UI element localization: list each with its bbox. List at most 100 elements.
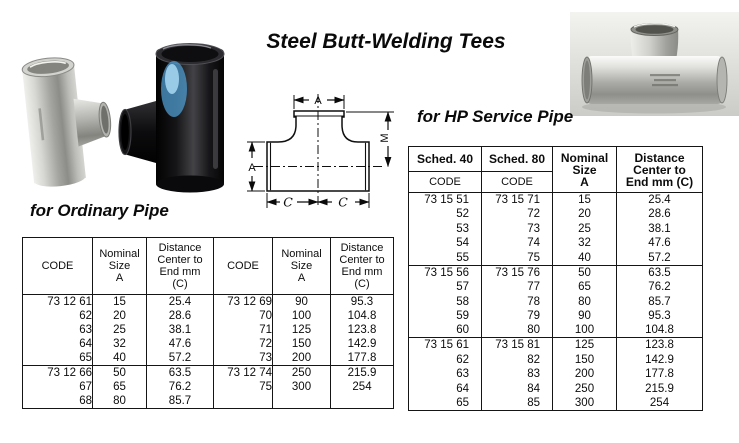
code-cell: 72 xyxy=(213,337,273,352)
value-cell: 47.6 xyxy=(146,337,214,352)
code-cell: 52 xyxy=(408,207,482,222)
code-cell: 54 xyxy=(408,236,482,251)
value-cell: 150 xyxy=(272,337,331,352)
code-cell: 73 12 74 xyxy=(213,364,273,380)
table-row: 64 32 47.6 72 150 142.9 xyxy=(22,337,394,352)
value-cell: 95.3 xyxy=(330,294,394,309)
value-cell: 100 xyxy=(272,308,331,323)
code-cell: 80 xyxy=(481,323,553,338)
code-cell: 73 15 81 xyxy=(481,337,553,353)
code-cell: 63 xyxy=(22,322,93,338)
code-cell: 63 xyxy=(408,367,482,382)
tee-dimension-diagram: A A M C C xyxy=(242,87,402,219)
table-row: 68 80 85.7 xyxy=(22,393,394,408)
code-cell: 82 xyxy=(481,352,553,368)
col-header-nominal-size: Nominal Size A xyxy=(552,146,617,193)
value-cell: 20 xyxy=(92,308,147,323)
value-cell: 57.2 xyxy=(146,351,214,366)
value-cell: 125 xyxy=(272,322,331,338)
value-cell: 47.6 xyxy=(616,236,703,251)
value-cell: 90 xyxy=(552,308,617,324)
code-cell xyxy=(213,393,273,408)
dimension-label-center-to-end-right: C xyxy=(338,195,348,210)
col-header-sched-80: Sched. 80 xyxy=(481,146,553,172)
value-cell: 250 xyxy=(552,381,617,397)
value-cell: 40 xyxy=(552,250,617,266)
value-cell: 25 xyxy=(552,221,617,237)
black-tee-image xyxy=(118,43,225,193)
value-cell: 215.9 xyxy=(616,381,703,397)
value-cell: 300 xyxy=(272,379,331,394)
code-cell: 75 xyxy=(213,379,273,394)
table-row: 55 75 40 57.2 xyxy=(408,250,703,266)
value-cell: 125 xyxy=(552,337,617,353)
code-cell: 83 xyxy=(481,367,553,382)
value-cell: 25 xyxy=(92,322,147,338)
code-cell: 58 xyxy=(408,294,482,309)
code-cell: 73 15 61 xyxy=(408,337,482,353)
header-row-code: CODE CODE xyxy=(408,171,703,193)
value-cell: 28.6 xyxy=(146,308,214,323)
table-row: 73 15 56 73 15 76 50 63.5 xyxy=(408,264,703,280)
value-cell: 250 xyxy=(272,364,331,380)
value-cell: 104.8 xyxy=(330,308,394,323)
value-cell: 104.8 xyxy=(616,323,703,338)
table-row: 65 85 300 254 xyxy=(408,396,703,411)
ordinary-tee-photo-black xyxy=(116,37,234,197)
silver-tee-image xyxy=(21,57,112,187)
header-row: CODE Nominal Size A Distance Center to E… xyxy=(22,237,394,295)
value-cell: 95.3 xyxy=(616,308,703,324)
table-row: 64 84 250 215.9 xyxy=(408,381,703,397)
col-header-distance: Distance Center to End mm (C) xyxy=(146,237,214,295)
col-header-nominal-size: Nominal Size A xyxy=(92,237,147,295)
code-cell: 73 15 71 xyxy=(481,192,553,208)
hp-service-pipe-table: Sched. 40 Sched. 80 Nominal Size A Dista… xyxy=(408,146,703,412)
table-row: 54 74 32 47.6 xyxy=(408,236,703,251)
col-header-code: CODE xyxy=(22,237,93,295)
code-cell: 64 xyxy=(22,337,93,352)
code-cell: 73 xyxy=(213,351,273,366)
table-row: 62 82 150 142.9 xyxy=(408,352,703,368)
value-cell: 38.1 xyxy=(146,322,214,338)
code-cell: 74 xyxy=(481,236,553,251)
code-cell: 79 xyxy=(481,308,553,324)
table-row: 73 15 61 73 15 81 125 123.8 xyxy=(408,337,703,353)
col-header-distance: Distance Center to End mm (C) xyxy=(330,237,394,295)
value-cell: 38.1 xyxy=(616,221,703,237)
table-row: 53 73 25 38.1 xyxy=(408,221,703,237)
value-cell: 142.9 xyxy=(616,352,703,368)
code-cell: 64 xyxy=(408,381,482,397)
hp-tee-photo xyxy=(570,12,739,116)
code-cell: 62 xyxy=(408,352,482,368)
table-row: 60 80 100 104.8 xyxy=(408,323,703,338)
value-cell xyxy=(272,393,331,408)
value-cell: 200 xyxy=(552,367,617,382)
value-cell: 254 xyxy=(330,379,394,394)
ordinary-pipe-table: CODE Nominal Size A Distance Center to E… xyxy=(22,237,394,409)
value-cell: 15 xyxy=(92,294,147,309)
value-cell: 100 xyxy=(552,323,617,338)
code-cell: 75 xyxy=(481,250,553,266)
value-cell xyxy=(330,393,394,408)
ordinary-tee-photo-steel xyxy=(10,48,116,198)
code-cell: 67 xyxy=(22,379,93,394)
header-row-schedule: Sched. 40 Sched. 80 Nominal Size A Dista… xyxy=(408,146,703,193)
code-cell: 73 15 51 xyxy=(408,192,482,208)
table-row: 52 72 20 28.6 xyxy=(408,207,703,222)
table-row: 62 20 28.6 70 100 104.8 xyxy=(22,308,394,323)
dimension-label-run-size: A xyxy=(248,162,256,174)
value-cell: 57.2 xyxy=(616,250,703,266)
value-cell: 142.9 xyxy=(330,337,394,352)
value-cell: 85.7 xyxy=(616,294,703,309)
value-cell: 90 xyxy=(272,294,331,309)
value-cell: 85.7 xyxy=(146,393,214,408)
code-cell: 59 xyxy=(408,308,482,324)
value-cell: 76.2 xyxy=(146,379,214,394)
dimension-label-branch-height: M xyxy=(379,133,391,142)
code-cell: 73 12 69 xyxy=(213,294,273,309)
dimension-label-center-to-end-left: C xyxy=(283,195,293,210)
value-cell: 28.6 xyxy=(616,207,703,222)
table-row: 67 65 76.2 75 300 254 xyxy=(22,379,394,394)
code-cell: 85 xyxy=(481,396,553,411)
table-row: 59 79 90 95.3 xyxy=(408,308,703,324)
